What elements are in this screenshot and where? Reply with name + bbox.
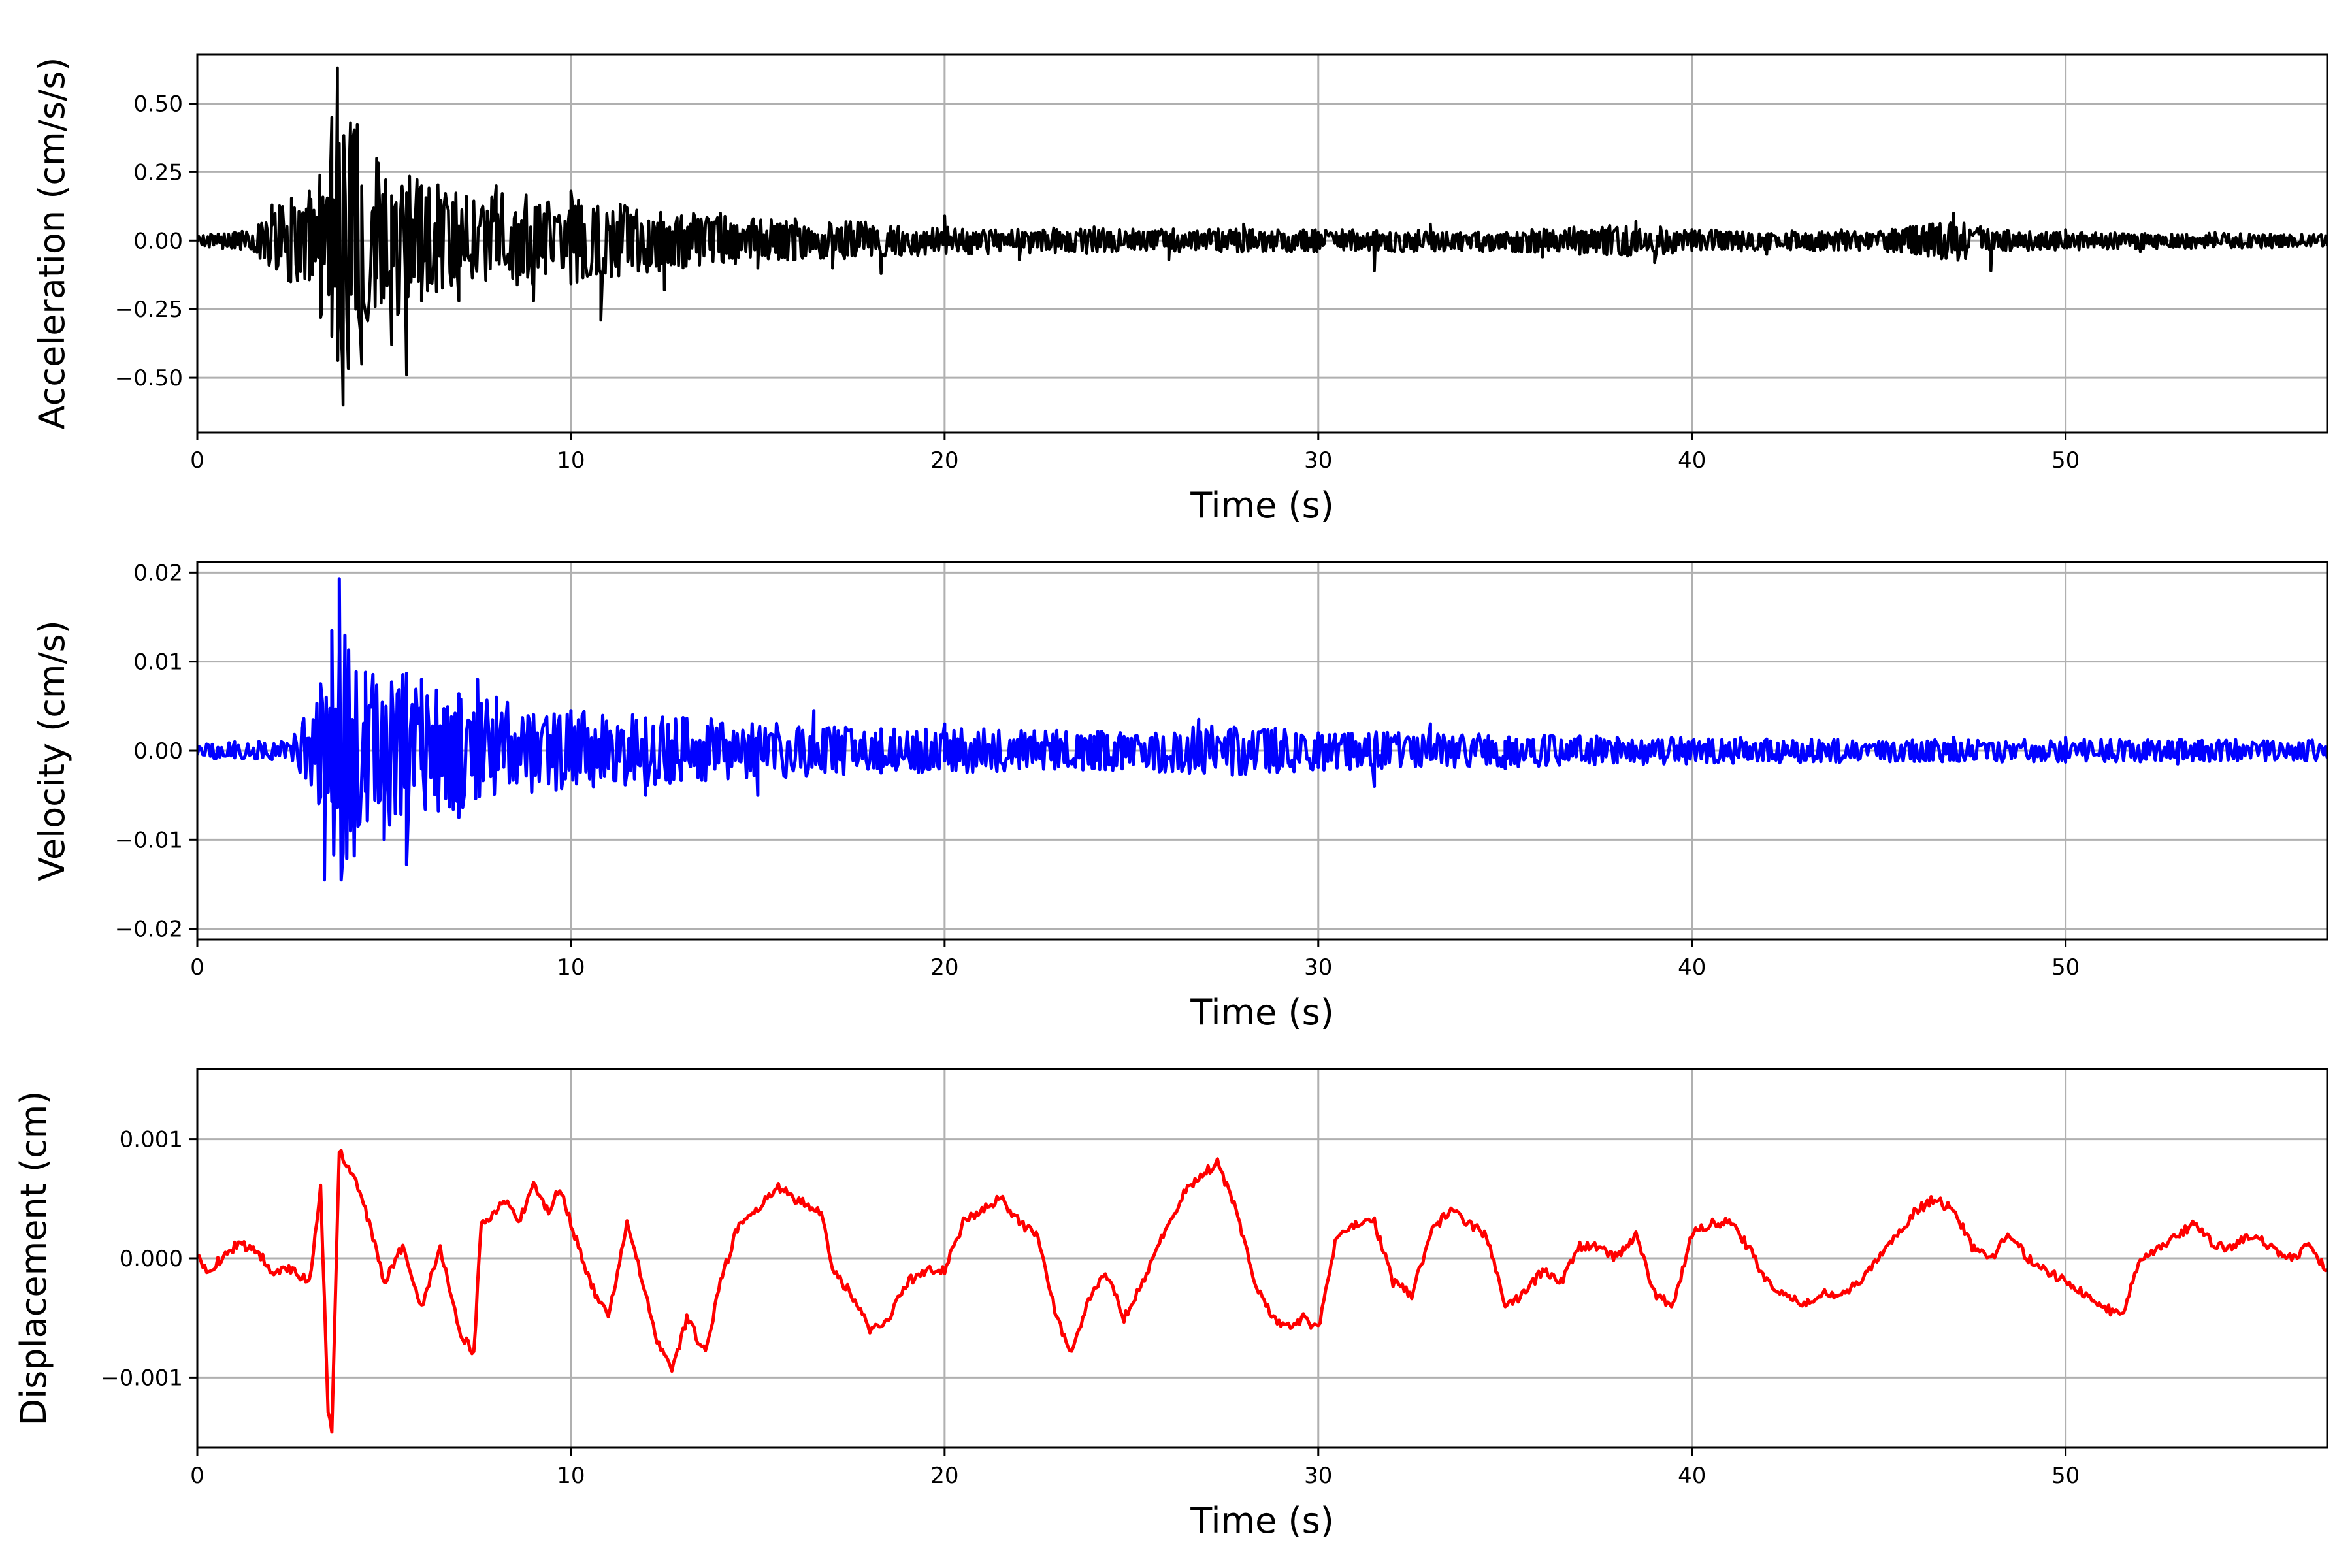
y-axis-label: Displacement (cm) <box>13 1091 54 1426</box>
series-line <box>197 66 2327 407</box>
x-tick-label: 50 <box>2051 448 2080 474</box>
x-tick-label: 10 <box>557 1463 585 1489</box>
y-tick-label: −0.50 <box>115 365 183 391</box>
series-line <box>197 577 2327 882</box>
x-tick-label: 0 <box>190 448 204 474</box>
x-tick-label: 40 <box>1678 1463 1706 1489</box>
acceleration-panel: 0 10 20 30 40 50 −0.50 −0.25 0.00 0.25 0.50 Time (s… <box>31 53 2328 526</box>
y-tick-label: 0.00 <box>133 228 183 254</box>
y-tick-label: −0.02 <box>115 917 183 943</box>
y-tick-label: 0.02 <box>133 560 183 586</box>
y-axis-label: Velocity (cm/s) <box>31 620 73 881</box>
x-tick-label: 20 <box>930 448 958 474</box>
x-tick-label: 50 <box>2051 955 2080 981</box>
y-tick-label: 0.25 <box>133 159 183 186</box>
x-axis-label: Time (s) <box>1190 485 1334 526</box>
displacement-panel: 0 10 20 30 40 50 −0.001 0.000 0.001 Time (s) Displ… <box>13 1068 2328 1541</box>
x-tick-label: 30 <box>1304 448 1332 474</box>
series-line <box>197 1149 2327 1434</box>
x-tick-label: 20 <box>930 1463 958 1489</box>
x-tick-label: 20 <box>930 955 958 981</box>
x-tick-label: 10 <box>557 448 585 474</box>
y-axis-label: Acceleration (cm/s/s) <box>31 57 73 430</box>
x-tick-label: 0 <box>190 955 204 981</box>
x-tick-label: 50 <box>2051 1463 2080 1489</box>
y-tick-label: 0.001 <box>120 1127 183 1153</box>
x-tick-label: 40 <box>1678 955 1706 981</box>
x-tick-label: 0 <box>190 1463 204 1489</box>
y-tick-label: −0.01 <box>115 827 183 853</box>
y-tick-label: −0.25 <box>115 297 183 323</box>
x-tick-label: 30 <box>1304 955 1332 981</box>
x-tick-label: 30 <box>1304 1463 1332 1489</box>
y-tick-label: 0.00 <box>133 738 183 764</box>
axes-frame <box>196 53 2328 434</box>
velocity-panel: 0 10 20 30 40 50 −0.02 −0.01 0.00 0.01 0.02 Time (s… <box>31 560 2328 1033</box>
y-tick-label: 0.000 <box>120 1246 183 1272</box>
y-tick-label: 0.50 <box>133 91 183 118</box>
x-tick-label: 10 <box>557 955 585 981</box>
y-tick-label: 0.01 <box>133 649 183 676</box>
x-axis-label: Time (s) <box>1190 992 1334 1033</box>
x-axis-label: Time (s) <box>1190 1500 1334 1541</box>
x-tick-label: 40 <box>1678 448 1706 474</box>
y-tick-label: −0.001 <box>101 1365 183 1391</box>
